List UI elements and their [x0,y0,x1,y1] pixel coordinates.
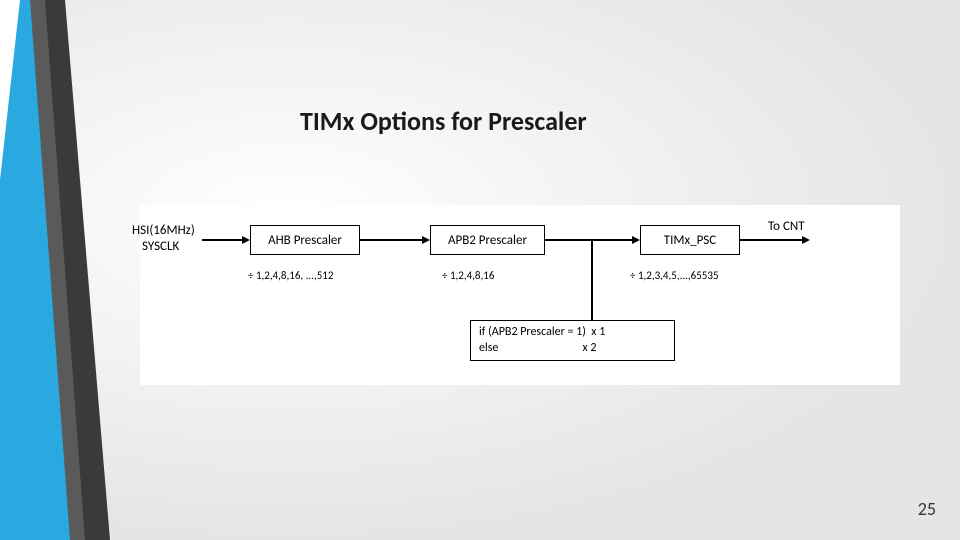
arrow-1-head [242,236,250,244]
output-label: To CNT [768,219,805,234]
node-timx-psc: TIMx_PSC [640,225,740,255]
node-apb2-prescaler: APB2 Prescaler [430,225,545,255]
node-timx-label: TIMx_PSC [664,233,716,248]
arrow-4 [740,239,806,241]
condition-connector [591,240,593,320]
arrow-4-head [802,236,810,244]
input-label-1: HSI(16MHz) [132,223,195,238]
divisor-ahb: ÷ 1,2,4,8,16, ...,512 [248,269,333,282]
condition-box: if (APB2 Prescaler = 1) x 1 else x 2 [470,320,675,361]
node-ahb-prescaler: AHB Prescaler [250,225,360,255]
condition-line2: else x 2 [479,341,666,357]
condition-line1: if (APB2 Prescaler = 1) x 1 [479,325,666,341]
node-ahb-label: AHB Prescaler [268,233,342,248]
divisor-apb2: ÷ 1,2,4,8,16 [442,269,494,282]
prescaler-diagram: HSI(16MHz) SYSCLK To CNT AHB Prescaler A… [140,205,900,385]
arrow-2 [360,239,426,241]
node-apb2-label: APB2 Prescaler [448,233,527,248]
slide-title: TIMx Options for Prescaler [300,105,587,137]
arrow-3-head [632,236,640,244]
arrow-2-head [422,236,430,244]
input-label-2: SYSCLK [142,239,179,254]
divisor-timx: ÷ 1,2,3,4,5,...,65535 [630,269,719,282]
page-number: 25 [918,498,936,520]
arrow-1 [202,239,246,241]
